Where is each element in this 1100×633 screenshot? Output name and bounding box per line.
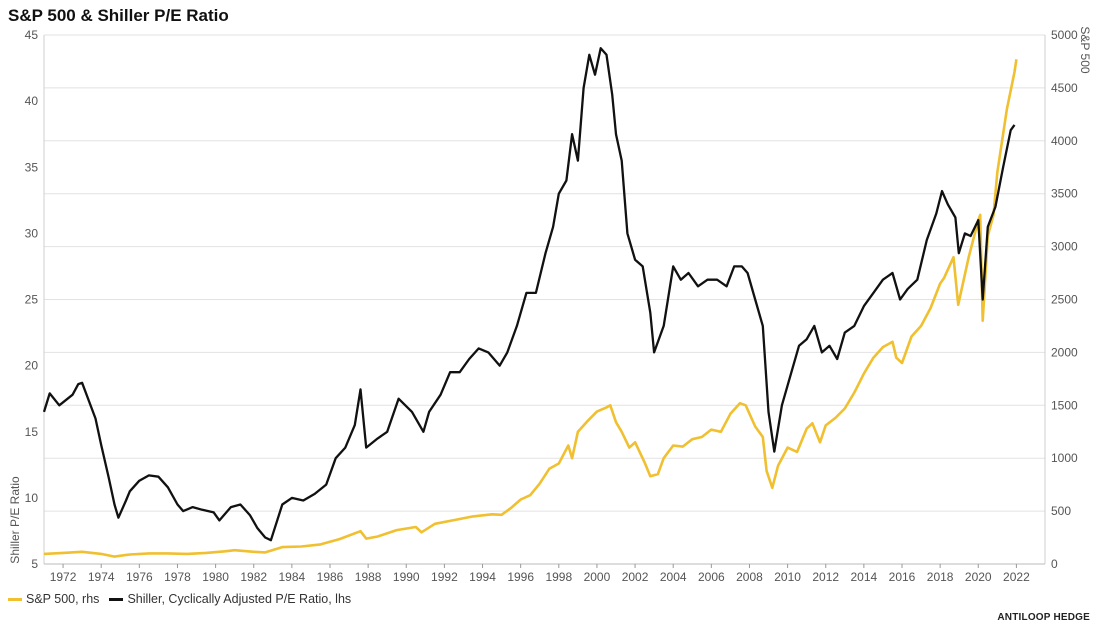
y-right-tick-label: 4000 xyxy=(1051,134,1078,148)
gridlines xyxy=(44,34,1045,565)
y-right-tick-label: 3000 xyxy=(1051,240,1078,254)
legend-swatch-shiller xyxy=(109,597,124,601)
x-tick-label: 1998 xyxy=(545,570,572,584)
y-left-tick-label: 30 xyxy=(25,226,39,240)
legend-item-sp500[interactable]: S&P 500, rhs xyxy=(8,592,99,606)
x-tick-label: 1994 xyxy=(469,570,496,584)
y-right-tick-label: 1000 xyxy=(1051,451,1078,465)
x-tick-label: 1990 xyxy=(393,570,420,584)
x-tick-label: 1984 xyxy=(279,570,306,584)
y-right-tick-label: 0 xyxy=(1051,557,1058,571)
y-right-tick-label: 1500 xyxy=(1051,398,1078,412)
y-left-tick-label: 10 xyxy=(25,491,39,505)
legend-label-sp500: S&P 500, rhs xyxy=(26,592,100,606)
y-right-tick-label: 3500 xyxy=(1051,187,1078,201)
x-tick-label: 2016 xyxy=(889,570,916,584)
chart-title: S&P 500 & Shiller P/E Ratio xyxy=(8,6,229,25)
y-left-tick-label: 5 xyxy=(31,557,38,571)
legend-swatch-sp500 xyxy=(8,597,22,601)
y-right-tick-label: 4500 xyxy=(1051,81,1078,95)
right-axis-title: S&P 500 xyxy=(1078,26,1092,73)
x-tick-label: 2018 xyxy=(927,570,954,584)
y-left-tick-label: 35 xyxy=(25,160,39,174)
x-tick-label: 1986 xyxy=(317,570,344,584)
x-tick-label: 1988 xyxy=(355,570,382,584)
x-tick-label: 2020 xyxy=(965,570,992,584)
chart-canvas: 5 10 15 20 25 30 35 40 45 0 500 1000 1500 2000 2500 300… xyxy=(8,26,1092,584)
x-tick-label: 1972 xyxy=(50,570,77,584)
y-right-tick-label: 5000 xyxy=(1051,28,1078,42)
x-tick-label: 2022 xyxy=(1003,570,1030,584)
y-left-tick-label: 15 xyxy=(25,425,39,439)
legend-label-shiller: Shiller, Cyclically Adjusted P/E Ratio, … xyxy=(127,592,352,606)
x-tick-label: 2002 xyxy=(622,570,649,584)
y-left-tick-label: 40 xyxy=(25,94,39,108)
left-axis-title: Shiller P/E Ratio xyxy=(8,476,22,564)
x-tick-label: 1992 xyxy=(431,570,458,584)
source-credit: ANTILOOP HEDGE xyxy=(997,612,1090,623)
series-line-sp500 xyxy=(43,59,1018,558)
x-tick-label: 1982 xyxy=(240,570,267,584)
y-left-tick-label: 45 xyxy=(25,28,39,42)
axes: 5 10 15 20 25 30 35 40 45 0 500 1000 1500 2000 2500 300… xyxy=(25,28,1078,584)
series-lines xyxy=(42,47,1018,558)
x-tick-label: 1978 xyxy=(164,570,191,584)
series-line-shiller xyxy=(42,47,1016,542)
y-right-tick-label: 2500 xyxy=(1051,293,1078,307)
y-right-tick-label: 2000 xyxy=(1051,345,1078,359)
y-left-tick-label: 20 xyxy=(25,359,39,373)
x-tick-label: 1980 xyxy=(202,570,229,584)
x-tick-label: 2004 xyxy=(660,570,687,584)
x-tick-label: 2014 xyxy=(851,570,878,584)
x-tick-label: 2008 xyxy=(736,570,763,584)
y-right-tick-label: 500 xyxy=(1051,504,1071,518)
legend: S&P 500, rhs Shiller, Cyclically Adjuste… xyxy=(8,592,351,606)
x-tick-label: 2006 xyxy=(698,570,725,584)
x-tick-label: 2000 xyxy=(584,570,611,584)
x-tick-label: 1974 xyxy=(88,570,115,584)
x-tick-label: 1996 xyxy=(507,570,534,584)
x-tick-label: 1976 xyxy=(126,570,153,584)
legend-item-shiller[interactable]: Shiller, Cyclically Adjusted P/E Ratio, … xyxy=(109,592,351,606)
x-tick-label: 2010 xyxy=(774,570,801,584)
y-left-tick-label: 25 xyxy=(25,293,39,307)
x-tick-label: 2012 xyxy=(812,570,839,584)
